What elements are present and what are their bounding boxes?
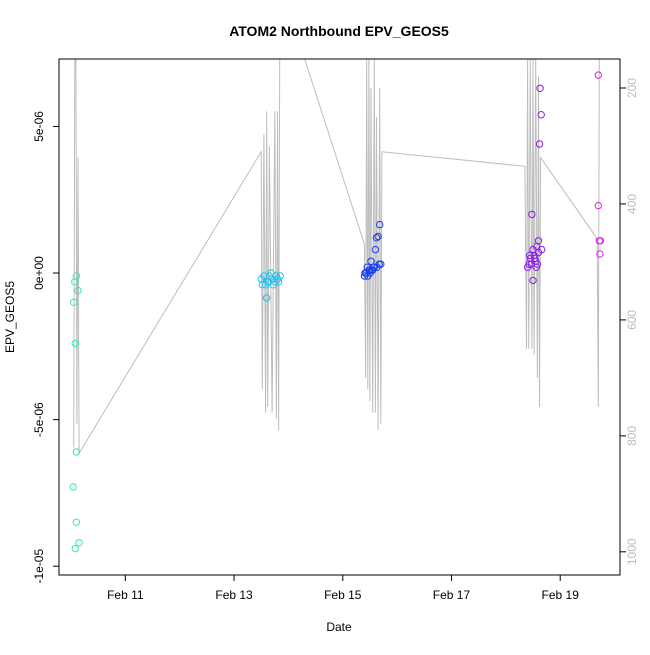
data-point	[374, 232, 382, 241]
y2-tick-label: 400	[625, 194, 639, 214]
plot-area	[69, 58, 605, 553]
data-point	[71, 544, 80, 553]
data-point	[361, 269, 369, 277]
data-point	[537, 111, 545, 119]
data-point	[532, 263, 540, 271]
data-point	[594, 71, 602, 79]
data-point	[72, 448, 81, 456]
data-point	[596, 237, 605, 245]
data-point	[276, 272, 284, 280]
data-point	[529, 276, 537, 285]
data-point	[536, 84, 544, 93]
data-point	[528, 210, 536, 219]
y-tick-label: 5e-06	[32, 111, 46, 142]
x-tick-label: Feb 17	[433, 588, 471, 602]
data-point	[263, 294, 271, 302]
data-point	[596, 250, 604, 258]
axes: Feb 11 Feb 13 Feb 15 Feb 17 Feb 19 -1e-05 -5e-…	[32, 78, 639, 602]
data-point	[535, 140, 544, 148]
data-point	[594, 201, 602, 210]
data-point	[375, 260, 383, 268]
data-point	[367, 266, 376, 274]
data-point	[260, 272, 268, 280]
data-point	[534, 248, 543, 257]
y-axis-title: EPV_GEOS5	[3, 281, 17, 353]
data-point	[534, 237, 543, 245]
data-point	[371, 245, 380, 254]
x-tick-label: Feb 19	[542, 588, 580, 602]
chart-title: ATOM2 Northbound EPV_GEOS5	[229, 23, 449, 39]
y2-tick-label: 800	[625, 426, 639, 446]
data-point	[72, 272, 81, 280]
data-point	[75, 539, 83, 547]
data-point	[526, 251, 534, 260]
data-point	[72, 518, 81, 526]
x-axis-title: Date	[326, 620, 352, 634]
data-point	[367, 257, 375, 265]
y-tick-label: -1e-05	[32, 549, 46, 584]
x-tick-label: Feb 13	[215, 588, 253, 602]
y-tick-label: -5e-06	[32, 402, 46, 437]
pressure-line	[73, 58, 600, 455]
data-point	[71, 339, 80, 348]
data-point	[265, 278, 273, 286]
x-tick-label: Feb 11	[107, 588, 144, 602]
y-tick-label: 0e+00	[32, 256, 46, 290]
data-point	[258, 281, 266, 289]
plot-frame	[58, 58, 621, 576]
y2-tick-label: 600	[625, 310, 639, 330]
x-tick-label: Feb 15	[324, 588, 362, 602]
data-point	[376, 220, 384, 229]
data-point	[70, 298, 78, 306]
y2-tick-label: 1000	[625, 538, 639, 565]
data-point	[372, 234, 381, 242]
data-point	[74, 286, 82, 295]
data-point	[69, 483, 77, 491]
y2-tick-label: 200	[625, 78, 639, 98]
